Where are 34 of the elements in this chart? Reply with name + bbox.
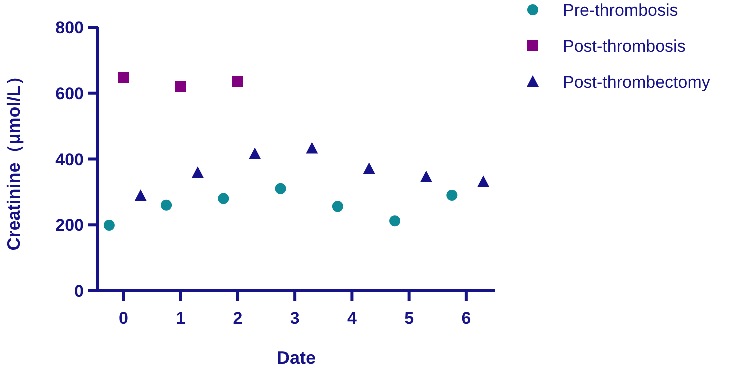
point <box>275 183 286 194</box>
x-tick-label: 0 <box>118 309 128 328</box>
y-axis-title: Creatinine（μmol/L） <box>4 68 24 251</box>
legend-label: Post-thrombectomy <box>563 73 711 92</box>
point <box>249 148 262 160</box>
legend-label: Pre-thrombosis <box>563 1 678 20</box>
y-tick-label: 200 <box>56 216 84 236</box>
x-tick-label: 3 <box>290 309 300 328</box>
point <box>192 166 204 178</box>
x-tick-label: 5 <box>404 309 414 328</box>
x-tick-label: 6 <box>462 309 472 328</box>
y-tick-label: 800 <box>56 18 84 38</box>
point <box>363 162 376 174</box>
x-tick-label: 4 <box>347 309 358 328</box>
point <box>232 76 244 88</box>
point <box>104 220 115 231</box>
x-tick-label: 1 <box>176 309 186 328</box>
point <box>118 72 130 84</box>
point <box>478 176 490 188</box>
x-tick-label: 2 <box>233 309 243 328</box>
point <box>390 216 401 227</box>
point <box>446 190 458 201</box>
point <box>420 170 432 182</box>
point <box>134 190 147 202</box>
point <box>218 193 230 204</box>
point <box>306 142 318 154</box>
legend-label: Post-thrombosis <box>563 37 686 56</box>
y-tick-label: 600 <box>56 84 84 104</box>
y-tick-label: 0 <box>74 282 84 301</box>
point <box>175 81 186 92</box>
x-axis-title: Date <box>276 348 316 366</box>
point <box>332 201 344 212</box>
point <box>161 200 172 211</box>
y-tick-label: 400 <box>56 150 84 170</box>
